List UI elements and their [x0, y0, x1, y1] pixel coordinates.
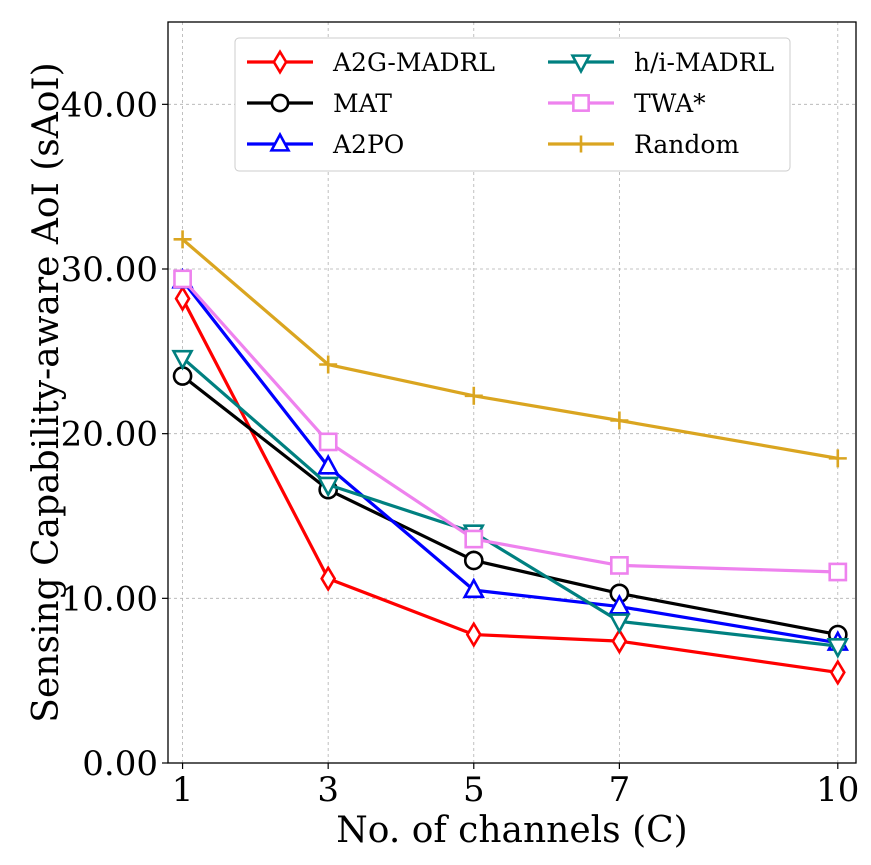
legend-item: TWA* — [548, 89, 706, 118]
legend-marker — [570, 54, 592, 75]
data-point — [316, 476, 340, 498]
legend-label: A2G-MADRL — [332, 48, 495, 77]
data-point — [171, 349, 194, 371]
series-4 — [173, 269, 848, 582]
y-tick-label: 20.00 — [61, 415, 158, 455]
data-point — [609, 555, 629, 575]
legend-label: MAT — [333, 89, 392, 118]
series-layer — [171, 230, 849, 686]
legend-label: A2PO — [332, 130, 404, 159]
series-1 — [172, 366, 848, 645]
x-tick-label: 5 — [463, 770, 485, 810]
data-point — [464, 529, 484, 549]
series-line — [181, 238, 839, 460]
x-tick-label: 1 — [172, 770, 194, 810]
y-tick-label: 0.00 — [82, 744, 158, 784]
series-line — [181, 279, 839, 645]
legend-item: h/i-MADRL — [548, 48, 774, 77]
legend-item: Random — [548, 130, 739, 159]
y-tick-label: 10.00 — [61, 579, 158, 619]
ticks: 1 3 5 7 10 0.00 10.00 20.00 30.00 40.00 — [61, 85, 860, 810]
data-point — [465, 621, 482, 648]
plot-area — [167, 21, 857, 764]
legend-marker — [270, 93, 290, 113]
series-0 — [174, 285, 846, 686]
legend: A2G-MADRL MAT A2PO h/i-MADRL TWA* Random — [234, 37, 791, 172]
legend-marker — [269, 131, 291, 152]
data-point — [829, 659, 846, 686]
legend-marker — [572, 135, 590, 153]
data-point — [828, 449, 847, 468]
legend-label: h/i-MADRL — [634, 48, 774, 77]
data-point — [826, 638, 849, 659]
y-tick-label: 30.00 — [61, 250, 158, 290]
legend-marker — [272, 49, 288, 75]
data-point — [611, 627, 628, 655]
data-point — [608, 593, 631, 615]
legend-item: A2PO — [247, 130, 404, 159]
data-point — [320, 565, 337, 592]
legend-item: A2G-MADRL — [247, 48, 495, 77]
data-point — [319, 355, 338, 374]
legend-box — [234, 37, 791, 172]
legend-label: Random — [634, 130, 739, 159]
data-point — [316, 453, 340, 475]
legend-label: TWA* — [634, 89, 706, 118]
x-axis-label: No. of channels (C) — [336, 810, 687, 851]
data-point — [463, 550, 484, 571]
y-tick-label: 40.00 — [61, 85, 158, 125]
data-point — [828, 562, 848, 582]
x-tick-label: 7 — [609, 770, 631, 810]
data-point — [173, 230, 192, 249]
legend-item: MAT — [247, 89, 392, 118]
y-axis-label: Sensing Capability-aware AoI (sAoI) — [26, 62, 67, 722]
data-point — [173, 269, 192, 289]
x-tick-label: 3 — [317, 770, 339, 810]
data-point — [610, 411, 629, 430]
series-5 — [173, 230, 847, 468]
legend-marker — [572, 94, 590, 112]
series-2 — [171, 267, 849, 651]
data-point — [174, 285, 191, 312]
data-point — [318, 432, 338, 452]
x-tick-label: 10 — [816, 770, 859, 810]
data-point — [608, 613, 631, 635]
data-point — [464, 386, 483, 405]
data-point — [462, 577, 485, 599]
